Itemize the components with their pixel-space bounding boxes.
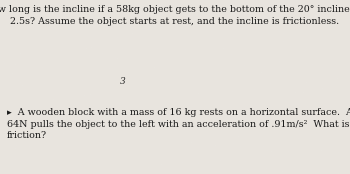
Text: ▸  A wooden block with a mass of 16 kg rests on a horizontal surface.  A force o: ▸ A wooden block with a mass of 16 kg re… — [7, 108, 350, 140]
Text: low long is the incline if a 58kg object gets to the bottom of the 20° incline i: low long is the incline if a 58kg object… — [0, 5, 350, 26]
Text: 3: 3 — [120, 77, 125, 86]
